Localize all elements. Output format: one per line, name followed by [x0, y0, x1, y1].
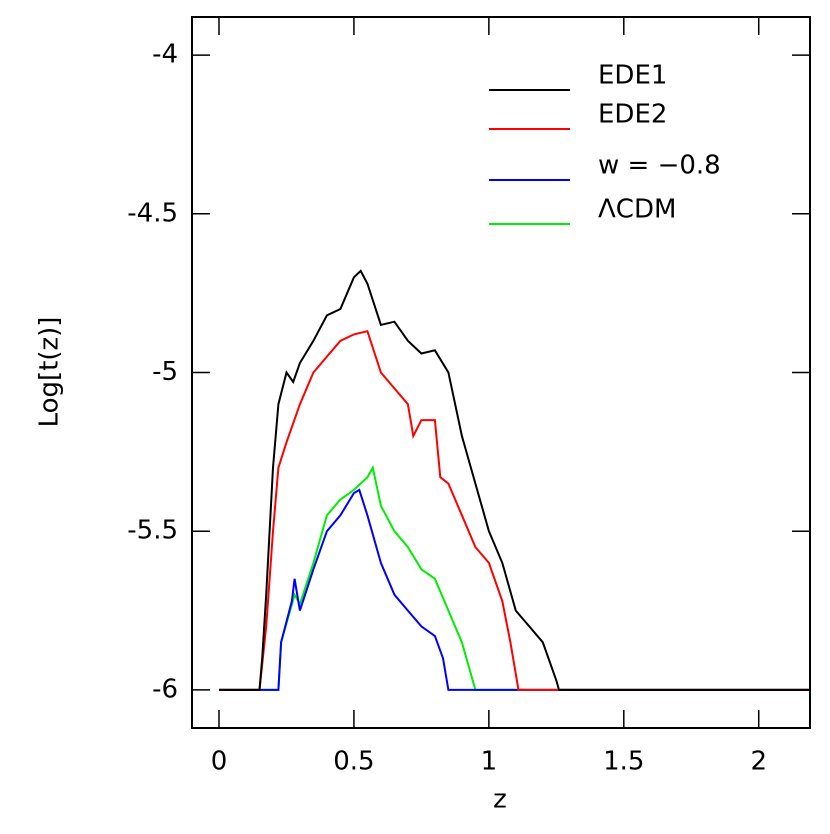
series-line — [219, 269, 810, 691]
x-axis-label: z — [493, 785, 507, 815]
series-line — [219, 488, 810, 691]
series-line — [219, 330, 810, 691]
legend-label: ΛCDM — [598, 195, 676, 225]
series-line — [219, 464, 810, 691]
legend-label: EDE1 — [598, 61, 667, 91]
y-tick-label: -5 — [152, 357, 178, 387]
x-tick-label: 1.5 — [603, 747, 644, 777]
y-tick-label: -4.5 — [127, 198, 178, 228]
x-tick-label: 1 — [481, 747, 498, 777]
legend-label: EDE2 — [598, 100, 667, 130]
legend-label: w = −0.8 — [598, 151, 721, 181]
x-tick-label: 0.5 — [333, 747, 374, 777]
y-tick-label: -5.5 — [127, 516, 178, 546]
y-tick-label: -6 — [152, 674, 178, 704]
plot-frame — [191, 16, 811, 729]
x-tick-label: 2 — [750, 747, 767, 777]
y-tick-label: -4 — [152, 40, 178, 70]
y-axis-label: Log[t(z)] — [35, 317, 65, 428]
x-tick-label: 0 — [211, 747, 228, 777]
